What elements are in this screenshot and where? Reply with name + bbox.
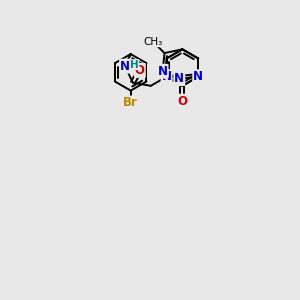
Text: N: N [158, 65, 168, 78]
Text: N: N [193, 70, 203, 83]
Text: N: N [120, 60, 130, 73]
Text: H: H [130, 60, 139, 70]
Text: N: N [162, 70, 172, 83]
Text: N: N [174, 72, 184, 85]
Text: Br: Br [123, 97, 138, 110]
Text: CH₃: CH₃ [143, 37, 163, 47]
Text: O: O [135, 64, 145, 77]
Text: O: O [177, 94, 188, 108]
